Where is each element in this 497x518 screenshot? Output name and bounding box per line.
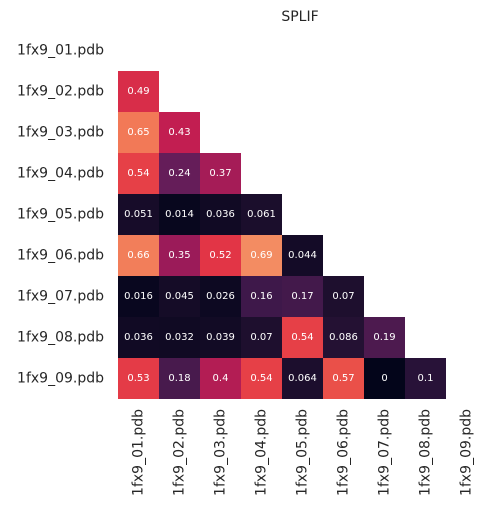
heatmap-cell-r9-c4 — [241, 358, 282, 399]
cell-value-label: 0.014 — [165, 209, 194, 220]
cell-value-label: 0.52 — [209, 250, 231, 261]
chart-title: SPLIF — [281, 9, 318, 25]
heatmap-cell-r9-c3 — [200, 358, 241, 399]
heatmap-cell-r9-c8 — [405, 358, 446, 399]
cell-value-label: 0.18 — [168, 373, 190, 384]
column-label: 1fx9_01.pdb — [131, 409, 147, 496]
cell-value-label: 0.016 — [124, 291, 153, 302]
cell-value-label: 0.49 — [127, 86, 149, 97]
heatmap-cell-r9-c2 — [159, 358, 200, 399]
row-label: 1fx9_01.pdb — [17, 43, 104, 59]
heatmap-cell-r5-c3 — [200, 194, 241, 235]
cell-value-label: 0.66 — [127, 250, 149, 261]
heatmap-cell-r8-c4 — [241, 317, 282, 358]
cell-value-label: 0.032 — [165, 332, 194, 343]
column-label: 1fx9_08.pdb — [418, 409, 434, 496]
cell-value-label: 0.35 — [168, 250, 190, 261]
heatmap-cell-r8-c5 — [282, 317, 323, 358]
heatmap-cell-r2-c1 — [118, 71, 159, 112]
cell-value-label: 0.69 — [250, 250, 272, 261]
row-label: 1fx9_09.pdb — [17, 371, 104, 387]
heatmap-cell-r8-c1 — [118, 317, 159, 358]
heatmap-cells: 0.49 0.65 0.43 0.54 0.24 0.37 0.051 0.014 0.036 0… — [118, 71, 446, 399]
column-label: 1fx9_07.pdb — [377, 409, 393, 496]
heatmap-cell-r9-c7 — [364, 358, 405, 399]
heatmap-cell-r7-c4 — [241, 276, 282, 317]
row-label: 1fx9_04.pdb — [17, 166, 104, 182]
cell-value-label: 0.24 — [168, 168, 190, 179]
cell-value-label: 0.061 — [247, 209, 276, 220]
cell-value-label: 0.54 — [250, 373, 272, 384]
row-label: 1fx9_08.pdb — [17, 330, 104, 346]
cell-value-label: 0.036 — [206, 209, 235, 220]
cell-value-label: 0.045 — [165, 291, 194, 302]
heatmap-cell-r7-c6 — [323, 276, 364, 317]
cell-value-label: 0.37 — [209, 168, 231, 179]
heatmap-cell-r6-c2 — [159, 235, 200, 276]
cell-value-label: 0.57 — [332, 373, 354, 384]
heatmap-cell-r4-c3 — [200, 153, 241, 194]
cell-value-label: 0 — [381, 373, 387, 384]
heatmap-cell-r8-c2 — [159, 317, 200, 358]
cell-value-label: 0.07 — [332, 291, 354, 302]
cell-value-label: 0.036 — [124, 332, 153, 343]
cell-value-label: 0.07 — [250, 332, 272, 343]
heatmap-cell-r7-c3 — [200, 276, 241, 317]
column-label: 1fx9_04.pdb — [254, 409, 270, 496]
heatmap-cell-r9-c1 — [118, 358, 159, 399]
cell-value-label: 0.54 — [291, 332, 313, 343]
row-label: 1fx9_06.pdb — [17, 248, 104, 264]
heatmap-cell-r8-c6 — [323, 317, 364, 358]
cell-value-label: 0.19 — [373, 332, 395, 343]
column-label: 1fx9_02.pdb — [172, 409, 188, 496]
column-label: 1fx9_06.pdb — [336, 409, 352, 496]
heatmap-cell-r7-c2 — [159, 276, 200, 317]
heatmap-cell-r9-c6 — [323, 358, 364, 399]
heatmap-cell-r6-c1 — [118, 235, 159, 276]
cell-value-label: 0.53 — [127, 373, 149, 384]
heatmap-cell-r7-c1 — [118, 276, 159, 317]
cell-value-label: 0.064 — [288, 373, 317, 384]
row-label: 1fx9_02.pdb — [17, 84, 104, 100]
heatmap-cell-r8-c7 — [364, 317, 405, 358]
heatmap-cell-r6-c5 — [282, 235, 323, 276]
row-label: 1fx9_05.pdb — [17, 207, 104, 223]
heatmap-cell-r4-c2 — [159, 153, 200, 194]
column-label: 1fx9_03.pdb — [213, 409, 229, 496]
heatmap-cell-r5-c2 — [159, 194, 200, 235]
heatmap-cell-r6-c4 — [241, 235, 282, 276]
cell-value-label: 0.1 — [418, 373, 434, 384]
heatmap-cell-r5-c4 — [241, 194, 282, 235]
heatmap-cell-r7-c5 — [282, 276, 323, 317]
cell-value-label: 0.086 — [329, 332, 358, 343]
row-label: 1fx9_07.pdb — [17, 289, 104, 305]
cell-value-label: 0.16 — [250, 291, 272, 302]
cell-value-label: 0.4 — [213, 373, 229, 384]
heatmap-cell-r9-c5 — [282, 358, 323, 399]
row-label: 1fx9_03.pdb — [17, 125, 104, 141]
heatmap-cell-r3-c2 — [159, 112, 200, 153]
heatmap-cell-r5-c1 — [118, 194, 159, 235]
heatmap-cell-r3-c1 — [118, 112, 159, 153]
heatmap-cell-r6-c3 — [200, 235, 241, 276]
cell-value-label: 0.039 — [206, 332, 235, 343]
row-labels: 1fx9_01.pdb 1fx9_02.pdb 1fx9_03.pdb 1fx9_04… — [17, 43, 104, 387]
cell-value-label: 0.051 — [124, 209, 153, 220]
column-label: 1fx9_09.pdb — [459, 409, 475, 496]
heatmap-cell-r4-c1 — [118, 153, 159, 194]
cell-value-label: 0.17 — [291, 291, 313, 302]
cell-value-label: 0.54 — [127, 168, 149, 179]
cell-value-label: 0.43 — [168, 127, 190, 138]
heatmap-cell-r8-c3 — [200, 317, 241, 358]
cell-value-label: 0.044 — [288, 250, 317, 261]
cell-value-label: 0.026 — [206, 291, 235, 302]
column-label: 1fx9_05.pdb — [295, 409, 311, 496]
column-labels: 1fx9_01.pdb 1fx9_02.pdb 1fx9_03.pdb 1fx9_04… — [131, 409, 475, 496]
cell-value-label: 0.65 — [127, 127, 149, 138]
